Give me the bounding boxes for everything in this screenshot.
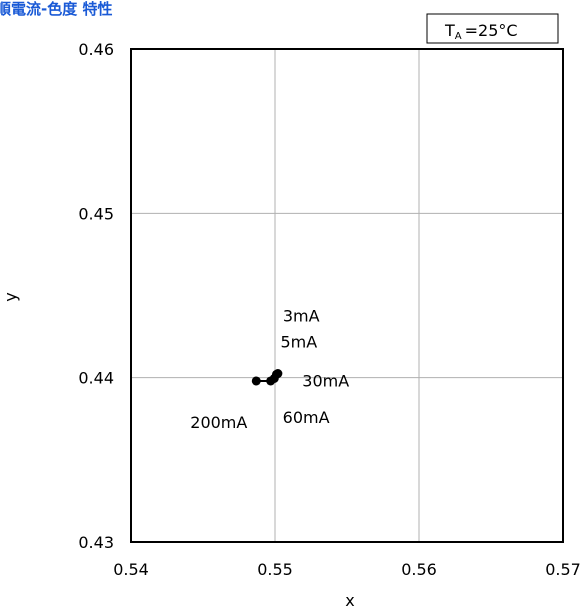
data-point-marker: [251, 376, 261, 386]
plot-frame: [130, 48, 564, 543]
data-point-label: 30mA: [302, 371, 349, 390]
y-tick-label: 0.45: [78, 204, 114, 223]
condition-main: T: [444, 21, 455, 40]
x-axis-label: x: [345, 591, 354, 610]
condition-label: TA =25°C: [444, 21, 518, 42]
grid-lines: [131, 49, 563, 542]
data-point-label: 3mA: [283, 307, 320, 326]
data-point-label: 200mA: [190, 413, 247, 432]
data-point-marker: [266, 376, 276, 386]
point-labels: 3mA 5mA 30mA 60mA 200mA: [190, 307, 349, 432]
condition-box: [426, 13, 559, 44]
x-tick-label: 0.57: [545, 560, 581, 579]
tick-labels: 0.54 0.55 0.56 0.57 0.46 0.45 0.44 0.43: [78, 40, 580, 579]
x-tick-label: 0.54: [113, 560, 149, 579]
x-tick-label: 0.56: [401, 560, 437, 579]
condition-rest: =25°C: [465, 21, 518, 40]
x-tick-label: 0.55: [257, 560, 293, 579]
condition-sub: A: [455, 31, 462, 42]
y-tick-label: 0.46: [78, 40, 114, 59]
data-series: [251, 369, 283, 386]
chart-title: 順電流-色度 特性: [0, 0, 113, 18]
y-tick-label: 0.43: [78, 533, 114, 552]
y-axis-label: y: [1, 292, 20, 301]
y-tick-label: 0.44: [78, 369, 114, 388]
data-point-label: 5mA: [280, 332, 317, 351]
data-point-label: 60mA: [283, 408, 330, 427]
